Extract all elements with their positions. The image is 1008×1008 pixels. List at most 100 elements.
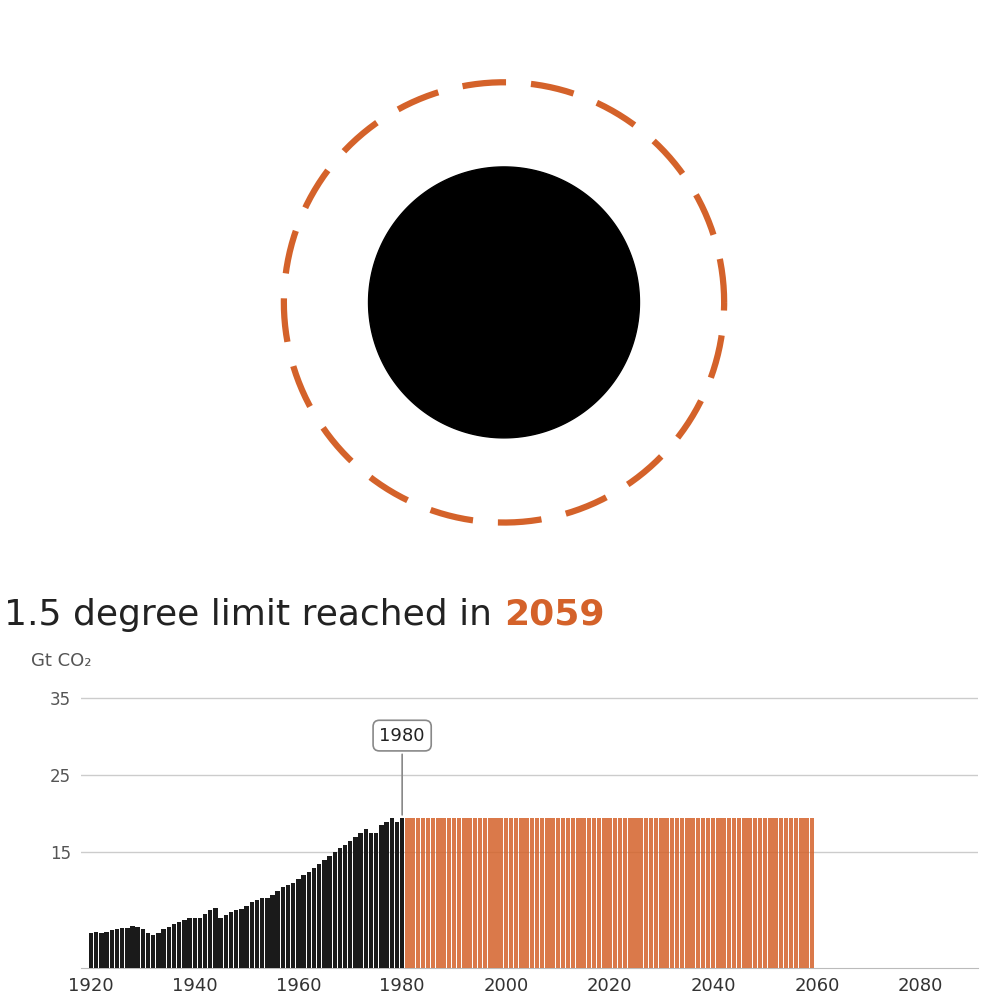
Bar xyxy=(146,933,150,968)
Text: 1980: 1980 xyxy=(379,727,425,814)
Bar xyxy=(722,817,726,968)
Bar xyxy=(560,817,565,968)
Bar xyxy=(177,921,181,968)
Bar xyxy=(809,817,814,968)
Bar xyxy=(208,910,213,968)
Bar xyxy=(685,817,689,968)
Bar xyxy=(198,917,203,968)
Bar xyxy=(171,923,176,968)
Bar xyxy=(644,817,648,968)
Bar xyxy=(664,817,669,968)
Bar xyxy=(425,817,430,968)
Bar xyxy=(203,914,208,968)
Bar xyxy=(343,845,348,968)
Bar xyxy=(540,817,544,968)
Bar xyxy=(618,817,622,968)
Bar xyxy=(565,817,571,968)
Bar xyxy=(468,817,472,968)
Bar xyxy=(753,817,757,968)
Bar xyxy=(529,817,534,968)
Bar xyxy=(301,875,305,968)
Bar xyxy=(608,817,612,968)
Bar xyxy=(166,927,171,968)
Bar xyxy=(535,817,539,968)
Bar xyxy=(680,817,684,968)
Bar xyxy=(799,817,803,968)
Bar xyxy=(338,849,342,968)
Bar xyxy=(105,931,109,968)
Bar xyxy=(519,817,523,968)
Bar xyxy=(758,817,762,968)
Bar xyxy=(732,817,736,968)
Bar xyxy=(577,817,581,968)
Bar xyxy=(457,817,462,968)
Bar xyxy=(379,826,384,968)
Bar xyxy=(701,817,706,968)
Bar xyxy=(431,817,435,968)
Bar xyxy=(717,817,721,968)
Bar xyxy=(674,817,679,968)
Bar xyxy=(250,902,254,968)
Bar xyxy=(794,817,798,968)
Bar xyxy=(229,912,233,968)
Bar xyxy=(224,915,228,968)
Bar xyxy=(499,817,503,968)
Bar xyxy=(613,817,617,968)
Bar xyxy=(706,817,711,968)
Bar xyxy=(395,822,399,968)
Bar xyxy=(214,907,218,968)
Bar xyxy=(99,933,104,968)
Bar xyxy=(219,917,223,968)
Bar xyxy=(115,929,119,968)
Bar xyxy=(296,879,300,968)
Bar xyxy=(280,887,285,968)
Bar xyxy=(582,817,586,968)
Text: 1.5 degree limit reached in: 1.5 degree limit reached in xyxy=(4,598,504,632)
Bar xyxy=(317,864,322,968)
Text: 2059: 2059 xyxy=(504,598,605,632)
Bar xyxy=(270,895,275,968)
Bar xyxy=(94,932,99,968)
Polygon shape xyxy=(369,167,639,437)
Bar xyxy=(89,933,93,968)
Bar xyxy=(638,817,643,968)
Bar xyxy=(504,817,508,968)
Bar xyxy=(602,817,607,968)
Bar xyxy=(742,817,747,968)
Bar xyxy=(623,817,627,968)
Bar xyxy=(711,817,716,968)
Text: Gt CO₂: Gt CO₂ xyxy=(31,652,92,670)
Bar xyxy=(572,817,576,968)
Bar xyxy=(690,817,695,968)
Bar xyxy=(120,928,124,968)
Bar xyxy=(125,927,129,968)
Bar xyxy=(493,817,498,968)
Bar xyxy=(804,817,808,968)
Bar xyxy=(405,817,409,968)
Text: 1.5 degree limit reached in 2059: 1.5 degree limit reached in 2059 xyxy=(209,598,799,632)
Bar xyxy=(389,817,394,968)
Bar xyxy=(447,817,451,968)
Bar xyxy=(763,817,767,968)
Bar xyxy=(654,817,658,968)
Bar xyxy=(353,837,358,968)
Bar xyxy=(323,860,327,968)
Bar xyxy=(359,833,363,968)
Bar xyxy=(587,817,591,968)
Bar xyxy=(473,817,477,968)
Bar xyxy=(151,934,155,968)
Bar xyxy=(161,929,165,968)
Bar xyxy=(789,817,793,968)
Bar xyxy=(628,817,633,968)
Bar xyxy=(239,909,244,968)
Bar xyxy=(747,817,752,968)
Bar xyxy=(286,885,290,968)
Bar xyxy=(478,817,482,968)
Bar xyxy=(727,817,731,968)
Bar xyxy=(130,926,135,968)
Bar xyxy=(550,817,554,968)
Bar xyxy=(463,817,467,968)
Bar xyxy=(420,817,425,968)
Bar xyxy=(659,817,663,968)
Bar xyxy=(374,833,378,968)
